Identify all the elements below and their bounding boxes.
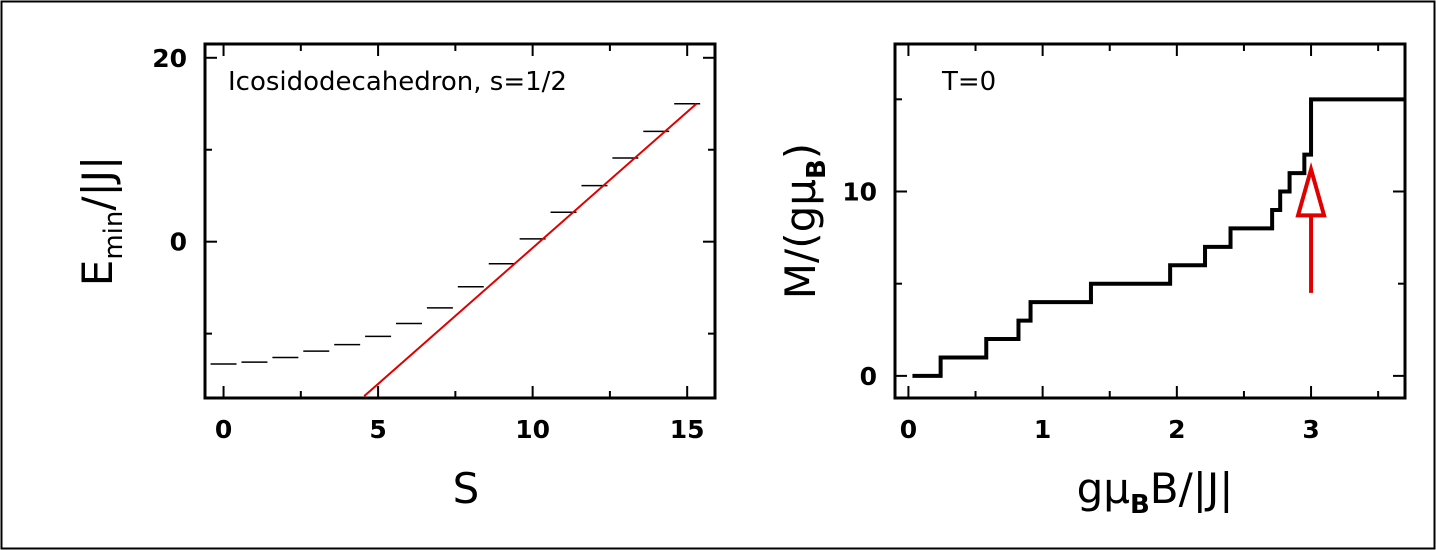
energy-chart-x-tick-label: 15 — [670, 415, 705, 444]
magnetization-chart-xlabel-sub: B — [1130, 490, 1150, 520]
energy-chart-frame — [203, 42, 717, 400]
magnetization-chart-y-tick-label: 10 — [842, 178, 877, 207]
linear-fit-line — [363, 103, 698, 397]
energy-chart-ylabel-main: E — [73, 260, 122, 287]
energy-chart-ylabel: Emin/|J| — [73, 156, 129, 286]
magnetization-chart-ylabel: M/(gμB) — [776, 143, 832, 299]
magnetization-chart-xlabel-b: B/|J| — [1150, 464, 1234, 513]
energy-chart-ticks: 0 5 10 15 0 20 — [152, 44, 715, 444]
energy-chart-annotation: Icosidodecahedron, s=1/2 — [228, 67, 567, 97]
magnetization-chart-y-tick-label: 0 — [860, 362, 877, 391]
magnetization-chart-xlabel-a: gμ — [1077, 464, 1130, 513]
magnetization-chart-marks — [912, 97, 1405, 378]
magnetization-chart-x-tick-label: 3 — [1302, 415, 1319, 444]
energy-chart: Icosidodecahedron, s=1/2 S Emin/|J| 0 5 10… — [73, 42, 717, 513]
energy-chart-y-tick-label: 20 — [152, 44, 187, 73]
magnetization-chart-ylabel-rest: ) — [776, 143, 825, 159]
magnetization-chart-ticks: 0 1 2 3 0 10 — [842, 44, 1405, 444]
magnetization-chart-x-tick-label: 1 — [1034, 415, 1051, 444]
magnetization-chart-x-tick-label: 2 — [1168, 415, 1185, 444]
energy-chart-ylabel-rest: /|J| — [73, 156, 122, 211]
magnetization-chart-frame — [893, 42, 1407, 400]
energy-chart-marks — [210, 103, 701, 397]
energy-chart-xlabel: S — [453, 464, 480, 513]
magnetization-step-curve — [912, 97, 1405, 378]
energy-chart-x-tick-label: 0 — [215, 415, 232, 444]
magnetization-chart-x-tick-label: 0 — [900, 415, 917, 444]
magnetization-chart-ylabel-main: M/(gμ — [776, 179, 825, 299]
energy-chart-ylabel-sub: min — [99, 211, 129, 260]
magnetization-chart-annotation: T=0 — [941, 67, 996, 97]
energy-chart-x-tick-label: 5 — [369, 415, 386, 444]
energy-chart-y-tick-label: 0 — [170, 228, 187, 257]
saturation-arrow-head — [1295, 162, 1327, 218]
magnetization-chart-xlabel: gμBB/|J| — [1077, 464, 1234, 520]
energy-chart-x-tick-label: 10 — [515, 415, 550, 444]
magnetization-chart-ylabel-sub: B — [802, 159, 832, 179]
